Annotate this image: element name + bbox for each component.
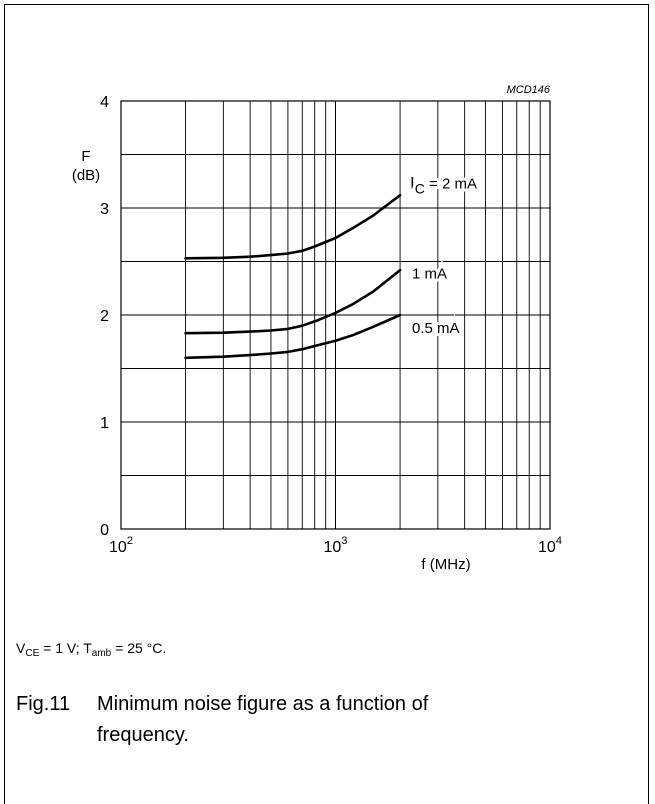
- x-tick-label: 103: [324, 535, 348, 556]
- y-tick-label: 2: [100, 308, 109, 325]
- series-curve: [184, 193, 402, 260]
- x-tick-label: 104: [538, 535, 562, 556]
- figure-frame: [4, 4, 649, 804]
- y-axis-label: F: [81, 148, 90, 165]
- figure-number: Fig.11: [16, 693, 71, 715]
- series-label: IC = 2 mA: [410, 174, 477, 197]
- x-tick-label: 102: [109, 535, 133, 556]
- y-tick-label: 1: [100, 415, 109, 432]
- y-tick-label: 4: [100, 94, 109, 111]
- series-curve: [184, 268, 402, 335]
- figure-id-label: MCD146: [507, 84, 551, 96]
- plot-area-border: [120, 100, 551, 530]
- figure-caption: Fig.11 Minimum noise figure as a function…: [16, 689, 428, 751]
- measurement-conditions: VCE = 1 V; Tamb = 25 °C.: [16, 640, 167, 659]
- y-tick-label: 3: [100, 201, 109, 218]
- caption-line-1: Minimum noise figure as a function of: [97, 693, 429, 715]
- caption-line-2: frequency.: [97, 724, 189, 746]
- series-label: 1 mA: [412, 266, 447, 283]
- y-tick-label: 0: [100, 522, 109, 539]
- x-axis-label: f (MHz): [421, 556, 470, 573]
- series-curve: [184, 313, 402, 360]
- y-axis-unit: (dB): [72, 167, 100, 184]
- series-label: 0.5 mA: [412, 320, 460, 337]
